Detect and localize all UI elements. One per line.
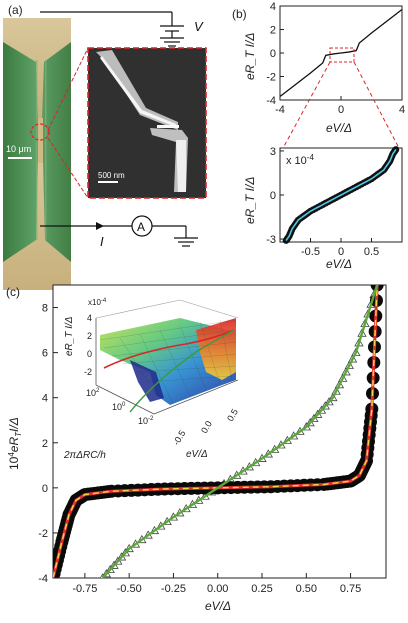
btop-xtick-label: -4 [275, 104, 285, 116]
scale-bar-inset-label: 500 nm [98, 171, 125, 180]
c-ytick-label: 0 [42, 483, 48, 495]
plot-b-bottom: x 10-4 -0.5 0 0.5 -3 0 3 eV/Δ eR_T I/Δ [243, 146, 403, 271]
c-xtick-label: 0.25 [251, 583, 272, 595]
btop-ytick-label: -2 [266, 72, 276, 84]
bbot-ytick-label: 3 [270, 146, 276, 158]
bbot-ylabel: eR_T I/Δ [243, 177, 257, 224]
btop-iv-curve [279, 9, 403, 97]
plot-b-top: -4 0 4 -4 -2 0 2 4 eV/Δ eR_T I/Δ [243, 1, 405, 135]
bbot-xtick-label: 0.5 [364, 246, 379, 258]
inset-ytick-label: 102 [86, 388, 100, 398]
bbot-xlabel: eV/Δ [326, 257, 352, 271]
c-fit-green [101, 285, 379, 578]
inset-ztick-label: 4 [87, 313, 92, 323]
voltage-label: V [194, 19, 204, 34]
bbot-multiplier: x 10-4 [286, 153, 314, 167]
bbot-xtick-label: -0.5 [301, 246, 320, 258]
inset-ylabel: 2πΔRC/h [63, 450, 106, 461]
c-ylabel: 104eRTI/Δ [7, 417, 23, 470]
c-ytick-label: -4 [38, 573, 48, 585]
inset-xlabel: eV/Δ [186, 449, 208, 460]
btop-ytick-label: 4 [270, 1, 276, 13]
inset-zlabel: eR_T I/Δ [64, 316, 75, 356]
btop-ytick-label: 0 [270, 48, 276, 60]
c-xtick-label: 0.00 [207, 583, 228, 595]
btop-ytick-label: -4 [266, 95, 276, 107]
zoom-box [329, 47, 355, 63]
bbot-ytick-label: 0 [270, 190, 276, 202]
bbot-xtick-label: 0 [338, 246, 344, 258]
device-micrograph: 10 μm [3, 18, 71, 290]
c-xtick-label: 0.75 [340, 583, 361, 595]
inset-ztick-label: 0 [87, 349, 92, 359]
c-ytick-label: 2 [42, 438, 48, 450]
c-xtick-label: -0.25 [161, 583, 186, 595]
bbot-fit-curve [285, 149, 397, 241]
btop-xtick-label: 4 [399, 104, 405, 116]
current-label: I [100, 234, 104, 249]
c-ytick-label: 8 [42, 303, 48, 315]
btop-ylabel: eR_T I/Δ [243, 33, 257, 80]
panel-b-label: (b) [232, 7, 247, 21]
panel-c-label: (c) [6, 285, 20, 299]
inset-ztick-label: -2 [84, 367, 92, 377]
c-xtick-label: -0.50 [117, 583, 142, 595]
ammeter-label: A [137, 220, 145, 234]
bbot-ytick-label: -3 [266, 234, 276, 246]
btop-xlabel: eV/Δ [326, 121, 352, 135]
sem-inset: 500 nm [87, 47, 207, 199]
c-ytick-label: -2 [38, 528, 48, 540]
panel-a-label: (a) [8, 3, 23, 17]
c-xlabel: eV/Δ [205, 599, 231, 613]
scale-bar-main-label: 10 μm [6, 144, 31, 154]
c-xtick-label: -0.75 [72, 583, 97, 595]
inset-ytick-label: 100 [112, 402, 126, 412]
c-ytick-label: 6 [42, 348, 48, 360]
plot-c: -0.75 -0.50 -0.25 0.00 0.25 0.50 0.75 -4 -2 0 2 4 6 8… [7, 284, 387, 613]
inset-zmultiplier: x10-4 [88, 298, 107, 307]
inset-ytick-label: 10-2 [138, 416, 154, 426]
zoom-circle [30, 123, 50, 141]
inset-ztick-label: 2 [87, 331, 92, 341]
btop-xtick-label: 0 [338, 104, 344, 116]
c-xtick-label: 0.50 [296, 583, 317, 595]
btop-ytick-label: 2 [270, 25, 276, 37]
c-ytick-label: 4 [42, 393, 48, 405]
circuit-diagram [40, 11, 198, 247]
